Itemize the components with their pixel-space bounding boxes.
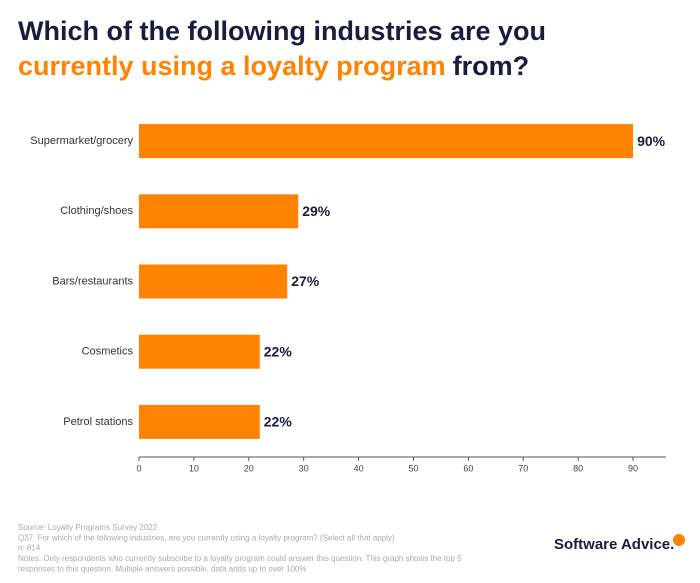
- plot: 0 10 20 30 40 50 60 70 80 90 Supermarket/grocery 90…: [30, 124, 666, 473]
- x-tick-label: 40: [354, 463, 364, 473]
- value-label: 90%: [637, 133, 666, 149]
- x-tick-label: 80: [573, 463, 583, 473]
- x-tick-label: 20: [244, 463, 254, 473]
- x-tick-label: 70: [518, 463, 528, 473]
- footnote: responses to this question. Multiple ans…: [18, 564, 307, 573]
- chart-title: Which of the following industries are yo…: [18, 16, 546, 81]
- footnote: n: 814: [18, 544, 41, 553]
- brand: Software Advice.: [554, 536, 674, 553]
- bar: [139, 194, 299, 229]
- title-line: currently using a loyalty program from?: [18, 51, 529, 81]
- x-tick-label: 30: [299, 463, 309, 473]
- y-tick-label: Bars/restaurants: [52, 275, 133, 287]
- bar: [139, 334, 260, 369]
- footnote: Notes: Only respondents who currently su…: [18, 554, 462, 563]
- x-tick-label: 50: [408, 463, 418, 473]
- y-tick-label: Clothing/shoes: [60, 205, 133, 217]
- title-part: Which of the following industries are yo…: [18, 16, 546, 46]
- footnote: Q37: For which of the following industri…: [18, 533, 395, 542]
- value-label: 29%: [302, 203, 331, 219]
- footnotes: Source: Loyalty Programs Survey 2022Q37:…: [18, 523, 462, 573]
- bar: [139, 404, 260, 439]
- x-tick-label: 10: [189, 463, 199, 473]
- title-part: from?: [453, 51, 530, 81]
- value-label: 27%: [291, 273, 320, 289]
- y-tick-label: Supermarket/grocery: [30, 135, 133, 147]
- value-label: 22%: [264, 414, 293, 430]
- bar: [139, 264, 288, 299]
- title-line: Which of the following industries are yo…: [18, 16, 546, 46]
- y-tick-label: Petrol stations: [63, 416, 133, 428]
- footnote: Source: Loyalty Programs Survey 2022: [18, 523, 158, 532]
- y-tick-label: Cosmetics: [82, 346, 134, 358]
- value-label: 22%: [264, 343, 293, 359]
- bar: [139, 124, 634, 159]
- title-part: currently using a loyalty program: [18, 51, 446, 81]
- x-tick-label: 0: [136, 463, 141, 473]
- x-tick-label: 60: [463, 463, 473, 473]
- brand-icon: [673, 534, 685, 546]
- x-tick-label: 90: [628, 463, 638, 473]
